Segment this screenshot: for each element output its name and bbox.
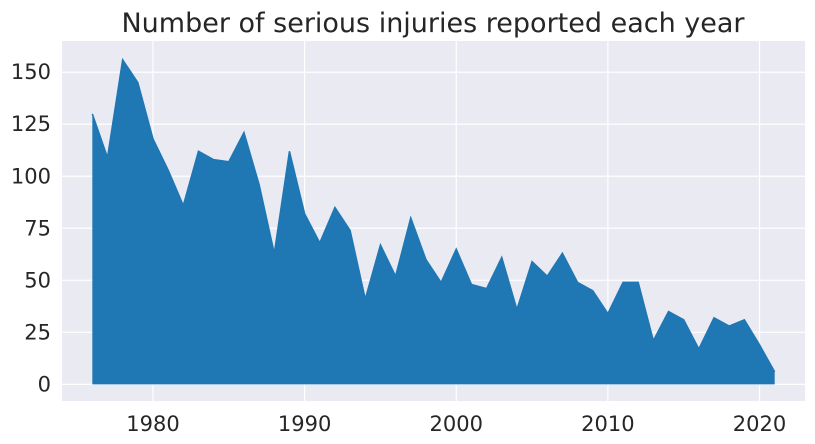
data-point-1998 [424,257,428,261]
data-point-2010 [606,312,610,316]
data-point-2004 [515,307,519,311]
x-tick-label: 2020 [733,412,786,436]
data-point-2002 [485,287,489,291]
data-point-2011 [621,280,625,284]
area-series-0 [92,59,775,385]
data-point-2009 [591,289,595,293]
y-tick-label: 125 [11,112,51,136]
data-point-1978 [121,58,125,62]
area-series-edge-0 [91,57,776,373]
data-point-1976 [90,112,94,116]
y-tick-label: 100 [11,164,51,188]
tick-labels: 1980 1990 2000 2010 2020 0 25 50 75 100 125 150 [11,60,786,436]
data-point-1977 [105,156,109,160]
chart-title: Number of serious injuries reported each… [121,8,745,39]
data-point-1999 [439,280,443,284]
x-tick-label: 2010 [581,412,634,436]
data-point-1989 [287,149,291,153]
data-point-1985 [227,160,231,164]
y-tick-label: 0 [38,372,51,396]
data-point-1987 [257,183,261,187]
data-point-1995 [378,243,382,247]
data-point-1988 [272,251,276,255]
data-point-1993 [348,228,352,232]
data-point-2007 [560,251,564,255]
data-point-1991 [318,241,322,245]
data-point-1983 [196,149,200,153]
x-tick-label: 1980 [126,412,179,436]
data-point-1979 [136,81,140,85]
data-point-2012 [636,280,640,284]
data-point-1986 [242,131,246,135]
data-point-2000 [454,247,458,251]
data-point-1992 [333,205,337,209]
data-point-2021 [773,370,777,374]
y-tick-label: 150 [11,60,51,84]
data-point-2013 [651,339,655,343]
y-tick-label: 25 [24,320,51,344]
data-point-2014 [667,310,671,314]
data-point-2003 [500,255,504,259]
y-tick-label: 50 [24,268,51,292]
data-point-2020 [758,343,762,347]
x-tick-label: 2000 [430,412,483,436]
y-tick-label: 75 [24,216,51,240]
x-tick-label: 1990 [278,412,331,436]
data-point-2017 [712,316,716,320]
area-layer [90,57,777,385]
data-point-1981 [166,168,170,172]
data-point-2018 [727,324,731,328]
data-point-1982 [181,203,185,207]
data-point-2019 [742,318,746,322]
data-point-2015 [682,318,686,322]
data-point-2016 [697,347,701,351]
data-point-1980 [151,137,155,141]
data-point-1994 [363,297,367,301]
data-point-1984 [212,158,216,162]
data-point-2008 [576,280,580,284]
data-point-1997 [409,216,413,220]
data-point-1990 [303,212,307,216]
data-point-2005 [530,260,534,264]
data-point-2006 [545,274,549,278]
data-point-2001 [469,282,473,286]
data-point-1996 [394,274,398,278]
